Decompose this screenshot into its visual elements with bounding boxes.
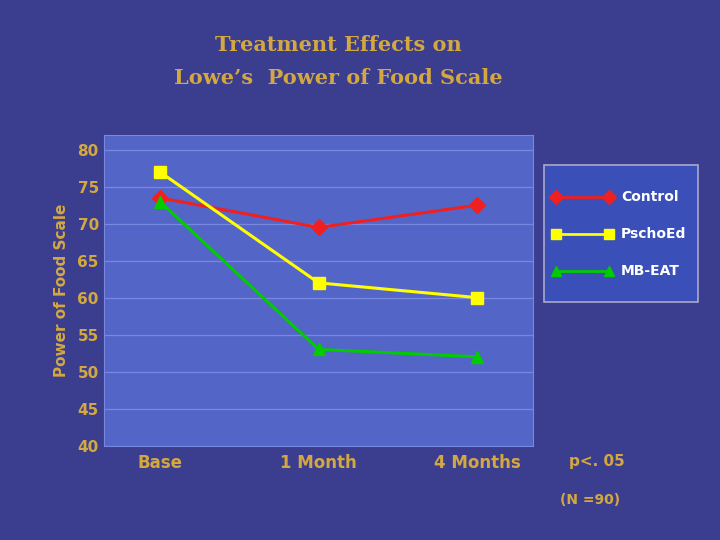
Line: PschoEd: PschoEd xyxy=(154,166,483,303)
Text: Treatment Effects on: Treatment Effects on xyxy=(215,35,462,55)
PschoEd xyxy=(314,280,323,286)
MB-EAT xyxy=(156,198,164,205)
MB-EAT xyxy=(473,354,482,360)
Line: MB-EAT: MB-EAT xyxy=(154,196,483,362)
Control xyxy=(156,194,164,201)
Text: MB-EAT: MB-EAT xyxy=(621,264,680,278)
Text: Lowe’s  Power of Food Scale: Lowe’s Power of Food Scale xyxy=(174,68,503,87)
Control xyxy=(473,202,482,208)
Text: p<. 05: p<. 05 xyxy=(569,454,624,469)
Text: Control: Control xyxy=(621,190,678,204)
Line: Control: Control xyxy=(154,192,483,233)
Text: (N =90): (N =90) xyxy=(560,492,621,507)
Y-axis label: Power of Food Scale: Power of Food Scale xyxy=(54,204,69,377)
Control xyxy=(314,224,323,231)
PschoEd xyxy=(473,294,482,301)
MB-EAT xyxy=(314,346,323,353)
PschoEd xyxy=(156,168,164,175)
Text: PschoEd: PschoEd xyxy=(621,227,686,240)
